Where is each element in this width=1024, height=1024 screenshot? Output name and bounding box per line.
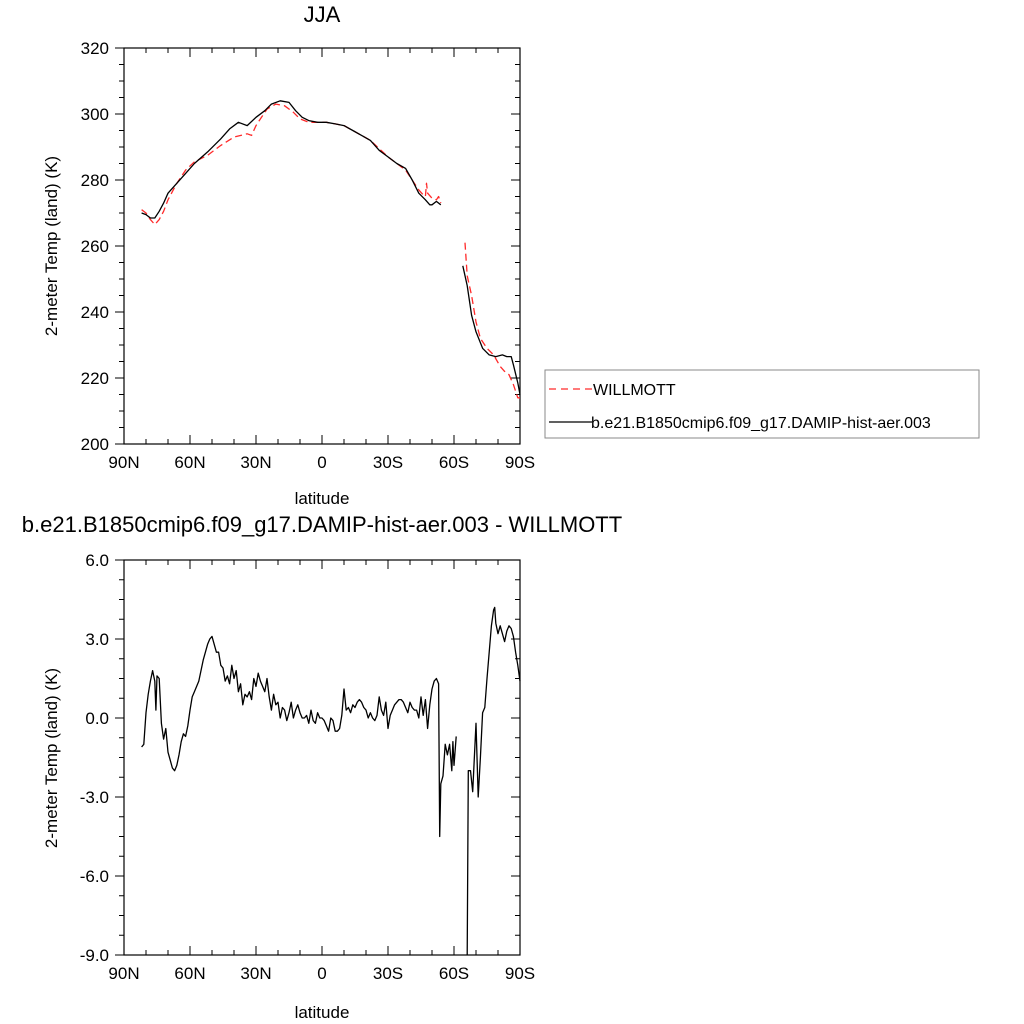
bottom-x-axis-label: latitude — [295, 1003, 350, 1022]
top-x-tick-label: 30N — [240, 453, 271, 472]
top-x-tick-label: 60S — [439, 453, 469, 472]
bottom-chart-panel: b.e21.B1850cmip6.f09_g17.DAMIP-hist-aer.… — [22, 512, 622, 1022]
bottom-x-tick-label: 30S — [373, 964, 403, 983]
top-obs-series-line — [141, 103, 442, 226]
bottom-x-tick-label: 30N — [240, 964, 271, 983]
bottom-x-tick-label: 60N — [174, 964, 205, 983]
legend-obs-label: WILLMOTT — [593, 382, 676, 399]
legend-box — [544, 369, 980, 439]
legend: WILLMOTT b.e21.B1850cmip6.f09_g17.DAMIP-… — [544, 369, 980, 439]
bottom-y-tick-label: 6.0 — [85, 551, 109, 570]
top-y-tick-label: 280 — [81, 171, 109, 190]
bottom-y-axis-label: 2-meter Temp (land) (K) — [42, 668, 61, 848]
top-y-tick-label: 260 — [81, 237, 109, 256]
top-x-axis-label: latitude — [295, 489, 350, 508]
bottom-y-tick-label: 0.0 — [85, 709, 109, 728]
bottom-y-tick-label: 3.0 — [85, 630, 109, 649]
top-y-tick-label: 240 — [81, 303, 109, 322]
top-x-tick-label: 0 — [317, 453, 326, 472]
top-model-series-line — [462, 265, 521, 395]
top-x-tick-label: 90N — [108, 453, 139, 472]
bottom-model-series-line — [466, 606, 521, 956]
top-obs-series-line — [464, 242, 520, 399]
top-chart-title: JJA — [304, 2, 341, 27]
top-y-tick-label: 200 — [81, 435, 109, 454]
top-y-tick-label: 220 — [81, 369, 109, 388]
top-model-series-line — [141, 100, 442, 219]
top-x-tick-label: 60N — [174, 453, 205, 472]
bottom-x-tick-label: 0 — [317, 964, 326, 983]
bottom-plot-frame — [123, 559, 521, 956]
top-chart-panel: JJA 90N 60N 30N 0 30S 60S 90S 200 220 240 260 280 30… — [42, 2, 535, 508]
bottom-y-tick-label: -9.0 — [80, 946, 109, 965]
legend-model-label: b.e21.B1850cmip6.f09_g17.DAMIP-hist-aer.… — [591, 415, 931, 432]
top-y-axis-label: 2-meter Temp (land) (K) — [42, 156, 61, 336]
bottom-y-tick-label: -3.0 — [80, 788, 109, 807]
bottom-chart-title: b.e21.B1850cmip6.f09_g17.DAMIP-hist-aer.… — [22, 512, 622, 537]
top-y-tick-label: 320 — [81, 39, 109, 58]
bottom-y-tick-label: -6.0 — [80, 867, 109, 886]
bottom-model-series-line — [141, 635, 457, 838]
bottom-x-tick-label: 90N — [108, 964, 139, 983]
top-x-tick-label: 90S — [505, 453, 535, 472]
top-x-tick-label: 30S — [373, 453, 403, 472]
bottom-x-tick-label: 60S — [439, 964, 469, 983]
bottom-x-tick-label: 90S — [505, 964, 535, 983]
top-plot-frame — [123, 47, 521, 445]
top-y-tick-label: 300 — [81, 105, 109, 124]
